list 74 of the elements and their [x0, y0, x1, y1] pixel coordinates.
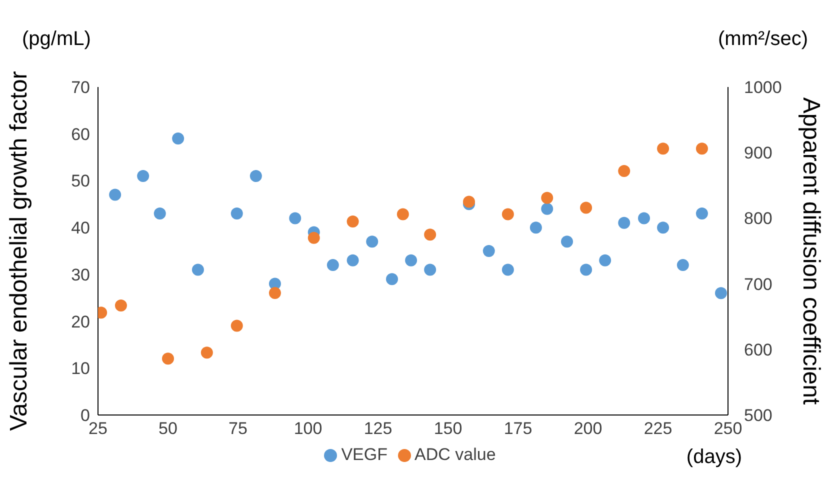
- y2-tick-label: 1000: [744, 78, 782, 98]
- point: [424, 264, 436, 276]
- legend-label: VEGF: [341, 445, 388, 464]
- y2-tick-label: 600: [744, 340, 772, 360]
- y-tick-label: 50: [71, 172, 90, 191]
- point: [346, 215, 359, 228]
- x-tick-label: 125: [364, 419, 392, 438]
- y2-tick-label: 700: [744, 274, 772, 294]
- point: [696, 142, 708, 155]
- y-tick-label: 70: [71, 78, 90, 98]
- text: (mm²/sec): [718, 28, 808, 51]
- point: [618, 164, 630, 177]
- point: [618, 216, 630, 229]
- point: [250, 170, 262, 182]
- point: [657, 142, 670, 155]
- point: [154, 208, 166, 220]
- point: [530, 222, 542, 234]
- y-tick-label: 40: [71, 218, 90, 238]
- point: [308, 232, 320, 244]
- point: [502, 264, 514, 276]
- point: [230, 320, 243, 332]
- x-tick-label: 50: [158, 419, 178, 438]
- y-tick-label: 10: [71, 359, 90, 378]
- x-tick-label: 225: [644, 419, 672, 438]
- y2-tick-label: 900: [744, 144, 772, 163]
- x-tick-label: 200: [574, 419, 602, 438]
- y2-axis-title: Apparent diffusion coefficient: [797, 97, 824, 405]
- text: (pg/mL): [22, 28, 91, 51]
- y2-tick-label: 800: [744, 209, 772, 228]
- point: [482, 245, 495, 257]
- point: [696, 208, 708, 220]
- y2-tick-label: 500: [744, 406, 772, 426]
- point: [676, 259, 689, 272]
- y-tick-label: 0: [80, 406, 90, 426]
- y-tick-label: 60: [71, 124, 90, 144]
- point: [580, 264, 592, 276]
- point: [172, 132, 184, 145]
- point: [326, 259, 339, 272]
- point: [405, 254, 418, 266]
- y-tick-label: 30: [71, 265, 90, 284]
- y-axis-title: Vascular endothelial growth factor: [6, 71, 33, 431]
- point: [463, 196, 475, 208]
- x-tick-label: 100: [294, 419, 322, 438]
- point: [541, 192, 554, 204]
- point: [289, 212, 302, 224]
- legend-label: ADC value: [414, 445, 496, 464]
- point: [268, 286, 281, 299]
- point: [561, 236, 573, 248]
- point: [424, 228, 436, 241]
- point: [114, 299, 127, 312]
- point: [715, 287, 727, 300]
- point: [386, 273, 398, 286]
- point: [162, 352, 174, 365]
- point: [599, 254, 612, 266]
- x-tick-label: 150: [434, 419, 462, 438]
- x-tick-label: 25: [88, 419, 108, 438]
- point: [109, 188, 122, 201]
- x-tick-label: 75: [228, 419, 248, 438]
- point: [638, 212, 650, 224]
- point: [502, 208, 514, 220]
- point: [137, 170, 150, 182]
- x-tick-label: 250: [714, 419, 742, 438]
- point: [192, 264, 204, 276]
- point: [366, 236, 378, 248]
- point: [541, 202, 554, 215]
- point: [346, 254, 359, 266]
- point: [657, 222, 670, 234]
- y-tick-label: 20: [71, 312, 90, 332]
- point: [580, 202, 592, 214]
- text: (days): [686, 446, 742, 469]
- point: [396, 208, 409, 220]
- point: [230, 208, 243, 220]
- x-tick-label: 175: [504, 419, 532, 438]
- point: [200, 346, 213, 359]
